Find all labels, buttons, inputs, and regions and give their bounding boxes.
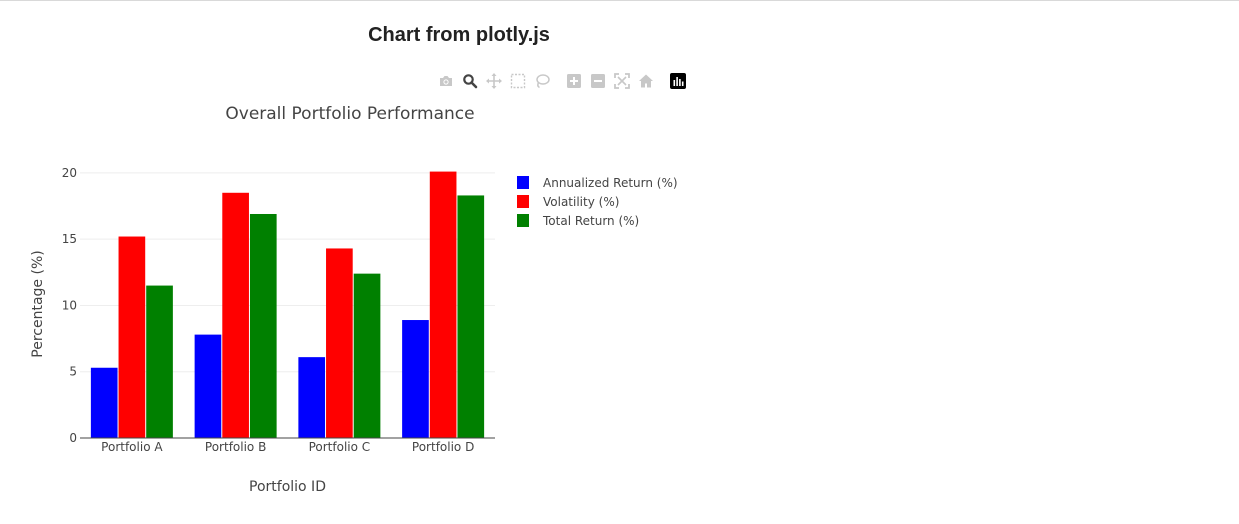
legend-label: Volatility (%) [543,195,619,209]
zoom-in-icon[interactable] [564,71,584,91]
legend-swatch [517,195,529,208]
bar[interactable] [194,334,222,438]
y-axis-title: Percentage (%) [30,250,46,357]
y-tick-label: 15 [62,232,77,246]
y-tick-label: 20 [62,166,77,180]
chart-title: Overall Portfolio Performance [225,104,474,124]
pan-icon[interactable] [484,71,504,91]
bar[interactable] [146,285,173,438]
x-tick-labels: Portfolio A Portfolio B Portfolio C Portfol… [101,440,474,454]
legend-item[interactable]: Volatility (%) [517,195,619,209]
box-select-icon[interactable] [508,71,528,91]
bar[interactable] [118,236,146,438]
modebar [436,71,692,91]
bar[interactable] [249,213,277,438]
plotly-logo-icon[interactable] [668,71,688,91]
x-tick-label: Portfolio D [412,440,474,454]
x-tick-label: Portfolio A [101,440,163,454]
legend-label: Total Return (%) [542,214,639,228]
bar[interactable] [353,273,381,438]
y-tick-label: 5 [69,365,77,379]
home-icon[interactable] [636,71,656,91]
bar[interactable] [429,171,457,438]
legend-swatch [517,214,529,227]
legend: Annualized Return (%) Volatility (%) Total… [517,176,678,228]
chart-canvas: Overall Portfolio Performance 0 5 10 15 20 P… [30,104,678,495]
bar[interactable] [298,357,326,438]
camera-icon[interactable] [436,71,456,91]
bars-layer [90,171,485,438]
top-border [0,0,1239,1]
bar[interactable] [222,192,249,438]
lasso-icon[interactable] [532,71,552,91]
legend-swatch [517,176,529,189]
zoom-icon[interactable] [460,71,480,91]
zoom-out-icon[interactable] [588,71,608,91]
legend-label: Annualized Return (%) [543,176,678,190]
bar[interactable] [402,320,429,438]
page-heading: Chart from plotly.js [368,24,550,46]
bar[interactable] [326,248,353,438]
y-tick-labels: 0 5 10 15 20 [62,166,77,445]
bar[interactable] [457,195,485,438]
x-tick-label: Portfolio B [205,440,266,454]
y-tick-label: 0 [69,431,77,445]
bar[interactable] [90,367,118,438]
autoscale-icon[interactable] [612,71,632,91]
x-tick-label: Portfolio C [309,440,371,454]
x-axis-title: Portfolio ID [249,479,326,495]
legend-item[interactable]: Annualized Return (%) [517,176,678,190]
y-tick-label: 10 [62,298,77,312]
legend-item[interactable]: Total Return (%) [517,214,639,228]
